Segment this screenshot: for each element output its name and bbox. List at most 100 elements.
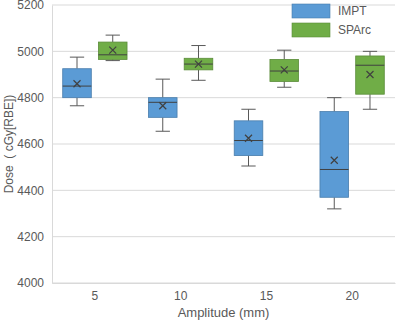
box-plot [270, 50, 299, 87]
box-plot [234, 109, 263, 166]
tick-label: 5200 [17, 0, 44, 12]
legend-swatch [292, 23, 330, 37]
whisker [77, 98, 78, 106]
tick-label: 10 [174, 289, 188, 303]
whisker [284, 50, 285, 59]
box-plot [148, 79, 177, 131]
whisker-cap [327, 208, 341, 209]
whisker-cap [70, 105, 84, 106]
whisker-cap [277, 50, 291, 51]
tick-label: 4400 [17, 184, 44, 198]
median [63, 86, 92, 87]
whisker [284, 81, 285, 87]
mean-marker [245, 135, 252, 142]
box [320, 112, 349, 198]
box-plot [184, 46, 213, 81]
tick-label: 15 [260, 289, 274, 303]
tick: 5000 [17, 45, 52, 59]
axis-line [52, 6, 53, 284]
tick: 4600 [17, 137, 52, 151]
tick: 4200 [17, 230, 52, 244]
x-axis-title: Amplitude (mm) [178, 305, 270, 320]
legend-swatch [292, 4, 330, 18]
whisker [334, 98, 335, 112]
whisker [198, 70, 199, 80]
whisker [112, 35, 113, 42]
mean-marker [281, 66, 288, 73]
whisker-cap [106, 60, 120, 61]
tick-label: 4200 [17, 230, 44, 244]
tick: 5 [92, 283, 99, 303]
grid-line [52, 283, 395, 284]
box-plot [63, 57, 92, 106]
mean-marker [331, 157, 338, 164]
legend-label: SPArc [338, 23, 371, 37]
whisker-cap [241, 166, 255, 167]
tick: 5200 [17, 0, 52, 12]
whisker-cap [70, 57, 84, 58]
box [184, 58, 213, 70]
whisker-cap [156, 79, 170, 80]
x-axis: 5 10 15 20 [53, 283, 396, 303]
y-axis-title: Dose ( cGy[RBE]) [2, 95, 16, 194]
grid-line [52, 236, 395, 237]
chart: 4000 4200 4400 4600 4800 5000 5200 5 10 15 20 Ampli… [0, 0, 400, 323]
whisker-cap [156, 131, 170, 132]
median [98, 54, 127, 55]
mean-marker [109, 47, 116, 54]
box [356, 56, 385, 94]
tick-label: 5000 [17, 45, 44, 59]
whisker-cap [363, 109, 377, 110]
boxes [63, 35, 385, 209]
whisker [334, 197, 335, 209]
tick-label: 4800 [17, 91, 44, 105]
plot-area: 4000 4200 4400 4600 4800 5000 5200 5 10 15 20 [17, 0, 395, 303]
legend-item: IMPT [292, 4, 367, 18]
legend: IMPT SPArc [292, 4, 371, 37]
median [356, 65, 385, 66]
y-axis: 4000 4200 4400 4600 4800 5000 5200 [17, 0, 52, 290]
box-plot [98, 35, 127, 60]
whisker [162, 117, 163, 131]
box [98, 42, 127, 59]
tick: 4000 [17, 276, 52, 290]
whisker-cap [363, 51, 377, 52]
whisker [248, 156, 249, 166]
series [98, 35, 384, 109]
legend-item: SPArc [292, 23, 371, 37]
whisker [162, 79, 163, 98]
whisker [77, 57, 78, 69]
whisker-cap [327, 97, 341, 98]
whisker-cap [241, 109, 255, 110]
tick: 4800 [17, 91, 52, 105]
mean-marker [195, 61, 202, 68]
box-plot [356, 51, 385, 109]
whisker [369, 94, 370, 109]
median [234, 140, 263, 141]
axis-line [53, 283, 396, 284]
mean-marker [366, 71, 373, 78]
tick: 4400 [17, 184, 52, 198]
tick-label: 20 [345, 289, 359, 303]
box [234, 121, 263, 156]
mean-marker [159, 102, 166, 109]
box-plot [320, 98, 349, 209]
tick: 10 [174, 283, 188, 303]
tick-label: 4000 [17, 276, 44, 290]
tick-label: 5 [92, 289, 99, 303]
grid-line [52, 97, 395, 98]
mean-marker [74, 80, 81, 87]
median [320, 169, 349, 170]
tick: 20 [345, 283, 359, 303]
box [270, 59, 299, 81]
box [63, 69, 92, 98]
median [148, 102, 177, 103]
whisker-cap [191, 45, 205, 46]
tick-label: 4600 [17, 137, 44, 151]
whisker [369, 51, 370, 56]
box [148, 98, 177, 118]
whisker-cap [106, 35, 120, 36]
whisker-cap [191, 80, 205, 81]
series [63, 57, 349, 209]
whisker [198, 46, 199, 59]
